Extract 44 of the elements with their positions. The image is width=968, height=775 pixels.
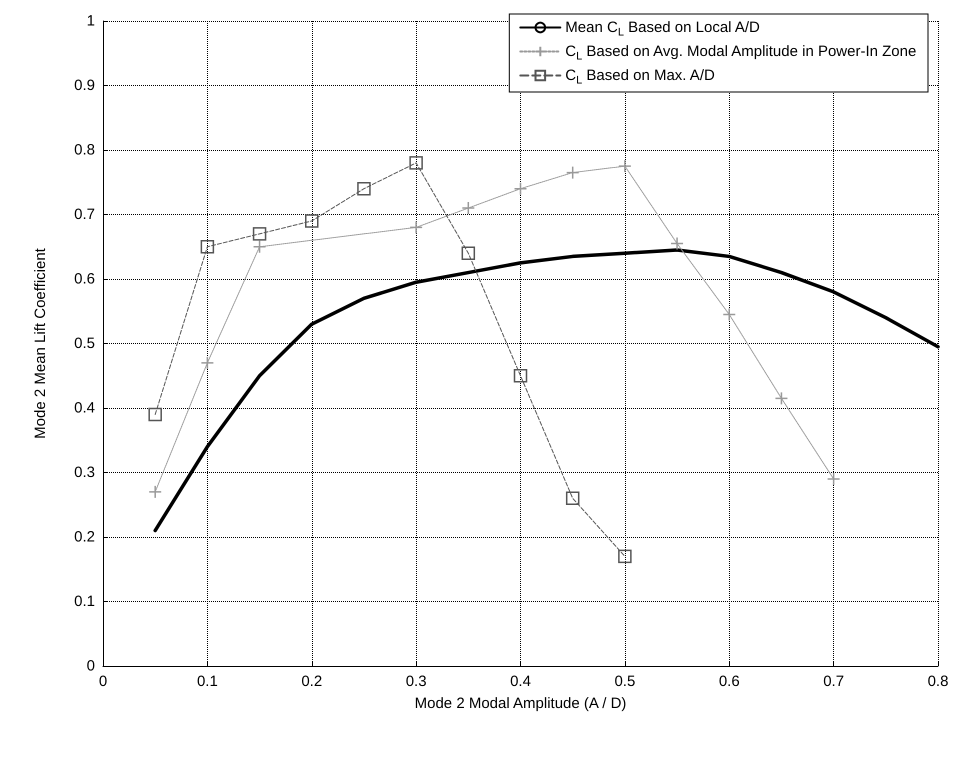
x-tick-label: 0.4 [510, 673, 531, 690]
y-tick-label: 0.8 [74, 142, 95, 158]
point [618, 550, 632, 564]
x-tick-label: 0.7 [823, 673, 844, 690]
point [670, 236, 684, 250]
y-tick-label: 0.4 [74, 400, 95, 416]
point [409, 156, 423, 170]
x-axis-title: Mode 2 Modal Amplitude (A / D) [414, 695, 626, 712]
x-tick-label: 0 [98, 673, 108, 690]
point [722, 308, 736, 322]
point [200, 240, 214, 254]
y-tick-label: 1 [86, 12, 95, 30]
x-tick-label: 0.2 [301, 673, 322, 690]
point [357, 182, 371, 196]
y-tick-label: 0.9 [74, 77, 95, 94]
y-axis-title: Mode 2 Mean Lift Coefficient [32, 247, 49, 439]
y-tick-label: 0.1 [74, 593, 95, 610]
point [566, 492, 580, 506]
x-tick-label: 0.3 [406, 673, 427, 690]
y-tick-label: 0 [86, 658, 95, 674]
point [252, 240, 266, 254]
y-tick-label: 0.5 [74, 335, 95, 352]
point [826, 472, 840, 486]
x-tick-label: 0.6 [718, 673, 740, 690]
point [462, 246, 476, 260]
point [148, 408, 162, 422]
point [514, 182, 528, 196]
y-tick-label: 0.3 [74, 464, 95, 481]
point [774, 392, 788, 406]
point [514, 369, 528, 382]
point [618, 159, 632, 173]
point [200, 356, 214, 370]
point [148, 485, 162, 499]
y-tick-label: 0.6 [74, 270, 95, 288]
y-tick-label: 0.7 [74, 206, 95, 223]
x-tick-label: 0.5 [614, 673, 636, 690]
x-tick-label: 0.8 [928, 673, 948, 690]
point [462, 201, 476, 215]
point [305, 214, 318, 228]
point [252, 227, 266, 241]
point [566, 166, 580, 180]
point [409, 220, 423, 234]
x-tick-label: 0.1 [196, 673, 218, 690]
y-tick-label: 0.2 [74, 528, 95, 546]
